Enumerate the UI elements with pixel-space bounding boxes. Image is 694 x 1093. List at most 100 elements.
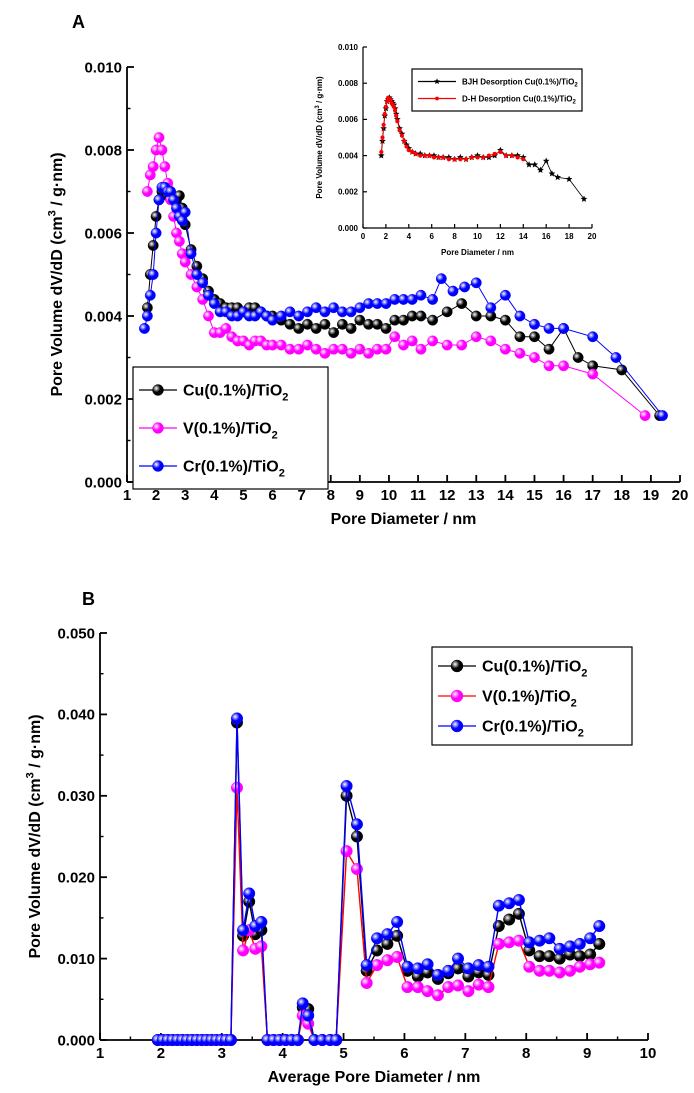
y-tick-label: 0.000 — [57, 1032, 95, 1049]
data-point — [422, 153, 427, 158]
data-point — [203, 310, 214, 322]
data-point — [319, 306, 331, 318]
data-point — [543, 964, 556, 977]
data-point — [427, 335, 439, 347]
data-point — [230, 712, 243, 725]
data-point — [548, 170, 556, 177]
x-tick-label: 6 — [400, 1045, 408, 1062]
data-point — [431, 155, 437, 160]
x-axis-label: Pore Diameter / nm — [331, 511, 477, 528]
data-point — [397, 128, 402, 133]
x-tick-label: 8 — [522, 1045, 530, 1062]
data-point — [456, 339, 468, 351]
legend-marker — [152, 460, 164, 472]
data-point — [587, 368, 599, 380]
x-axis-label: Pore Diameter / nm — [441, 248, 514, 257]
data-point — [360, 977, 373, 990]
data-point — [543, 360, 555, 372]
data-point — [610, 352, 622, 363]
legend-label: V(0.1%)/TiO2 — [482, 689, 577, 710]
data-point — [580, 195, 588, 202]
data-point — [572, 352, 584, 363]
data-point — [147, 240, 159, 251]
data-point — [452, 979, 465, 992]
data-point — [319, 347, 331, 359]
y-tick-label: 0.000 — [338, 224, 359, 233]
data-point — [565, 175, 573, 182]
data-point — [147, 269, 159, 280]
data-point — [398, 339, 409, 351]
data-point — [293, 343, 305, 355]
data-point — [418, 153, 423, 158]
legend-marker — [450, 659, 464, 673]
x-tick-label: 13 — [468, 487, 485, 504]
data-point — [543, 950, 556, 963]
y-tick-label: 0.004 — [338, 151, 359, 160]
x-tick-label: 6 — [429, 232, 434, 241]
x-tick-label: 2 — [152, 487, 160, 504]
data-point — [427, 293, 439, 305]
x-tick-label: 1 — [123, 487, 131, 504]
data-point — [470, 331, 482, 343]
y-axis-label: Pore Volume dV/dD (cm3 / g·nm) — [25, 714, 44, 958]
data-point — [442, 964, 455, 977]
data-point — [203, 289, 214, 301]
y-tick-label: 0.004 — [84, 308, 122, 325]
data-point — [381, 928, 394, 941]
data-point — [529, 331, 540, 343]
x-tick-label: 18 — [565, 232, 574, 241]
data-point — [173, 235, 185, 247]
y-tick-label: 0.010 — [84, 59, 122, 76]
legend-label: V(0.1%)/TiO2 — [183, 421, 278, 442]
data-point — [404, 144, 409, 149]
data-point — [431, 989, 444, 1002]
legend-label: BJH Desorption Cu(0.1%)/TiO2 — [462, 77, 578, 88]
data-point — [330, 1033, 343, 1046]
data-point — [406, 148, 411, 153]
data-point — [504, 153, 509, 158]
data-point — [558, 323, 569, 334]
x-tick-label: 12 — [496, 232, 505, 241]
data-point — [462, 985, 475, 998]
panel-b: B 1 2 3 4 5 6 7 8 9 10 0.000 0.010 0.020 0.030 0.040 0.0… — [25, 589, 657, 1086]
data-point — [462, 962, 475, 975]
data-point — [427, 153, 432, 158]
data-point — [441, 339, 453, 351]
data-point — [469, 155, 474, 160]
data-point — [354, 314, 366, 326]
data-point — [243, 887, 256, 900]
data-point — [391, 104, 397, 109]
data-point — [197, 277, 209, 289]
data-point — [401, 981, 414, 994]
data-point — [543, 343, 555, 355]
data-point — [381, 122, 386, 127]
data-point — [435, 273, 447, 285]
data-point — [463, 157, 469, 162]
data-point — [379, 149, 384, 155]
legend-box — [411, 68, 583, 112]
data-point — [553, 942, 566, 955]
data-point — [415, 343, 427, 355]
data-point — [153, 132, 165, 143]
x-tick-label: 19 — [643, 487, 660, 504]
data-point — [284, 318, 296, 330]
data-point — [371, 932, 384, 945]
data-point — [391, 915, 404, 928]
data-point — [284, 306, 296, 318]
data-point — [291, 1033, 304, 1046]
data-point — [267, 314, 278, 326]
data-point — [399, 133, 405, 138]
x-tick-label: 16 — [542, 232, 551, 241]
data-point — [394, 113, 399, 118]
data-point — [371, 318, 383, 330]
data-point — [237, 944, 250, 957]
data-point — [482, 960, 495, 973]
series-line — [157, 722, 600, 1041]
x-tick-label: 1 — [96, 1045, 104, 1062]
legend-marker — [450, 719, 464, 733]
data-point — [593, 937, 606, 950]
data-point — [380, 343, 392, 355]
data-point — [427, 314, 439, 326]
legend-marker — [152, 384, 164, 396]
